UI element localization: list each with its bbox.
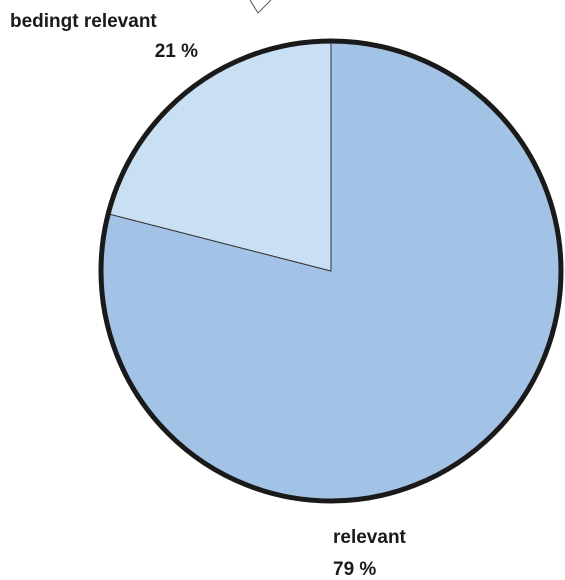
slice-label-bedingt-relevant: bedingt relevant <box>10 11 157 32</box>
slice-label-relevant: relevant <box>333 527 407 548</box>
slice-value-bedingt-relevant: 21 % <box>155 41 198 62</box>
pointer-mark <box>249 0 272 14</box>
slice-value-relevant: 79 % <box>333 559 376 580</box>
pie-outline <box>98 38 564 504</box>
